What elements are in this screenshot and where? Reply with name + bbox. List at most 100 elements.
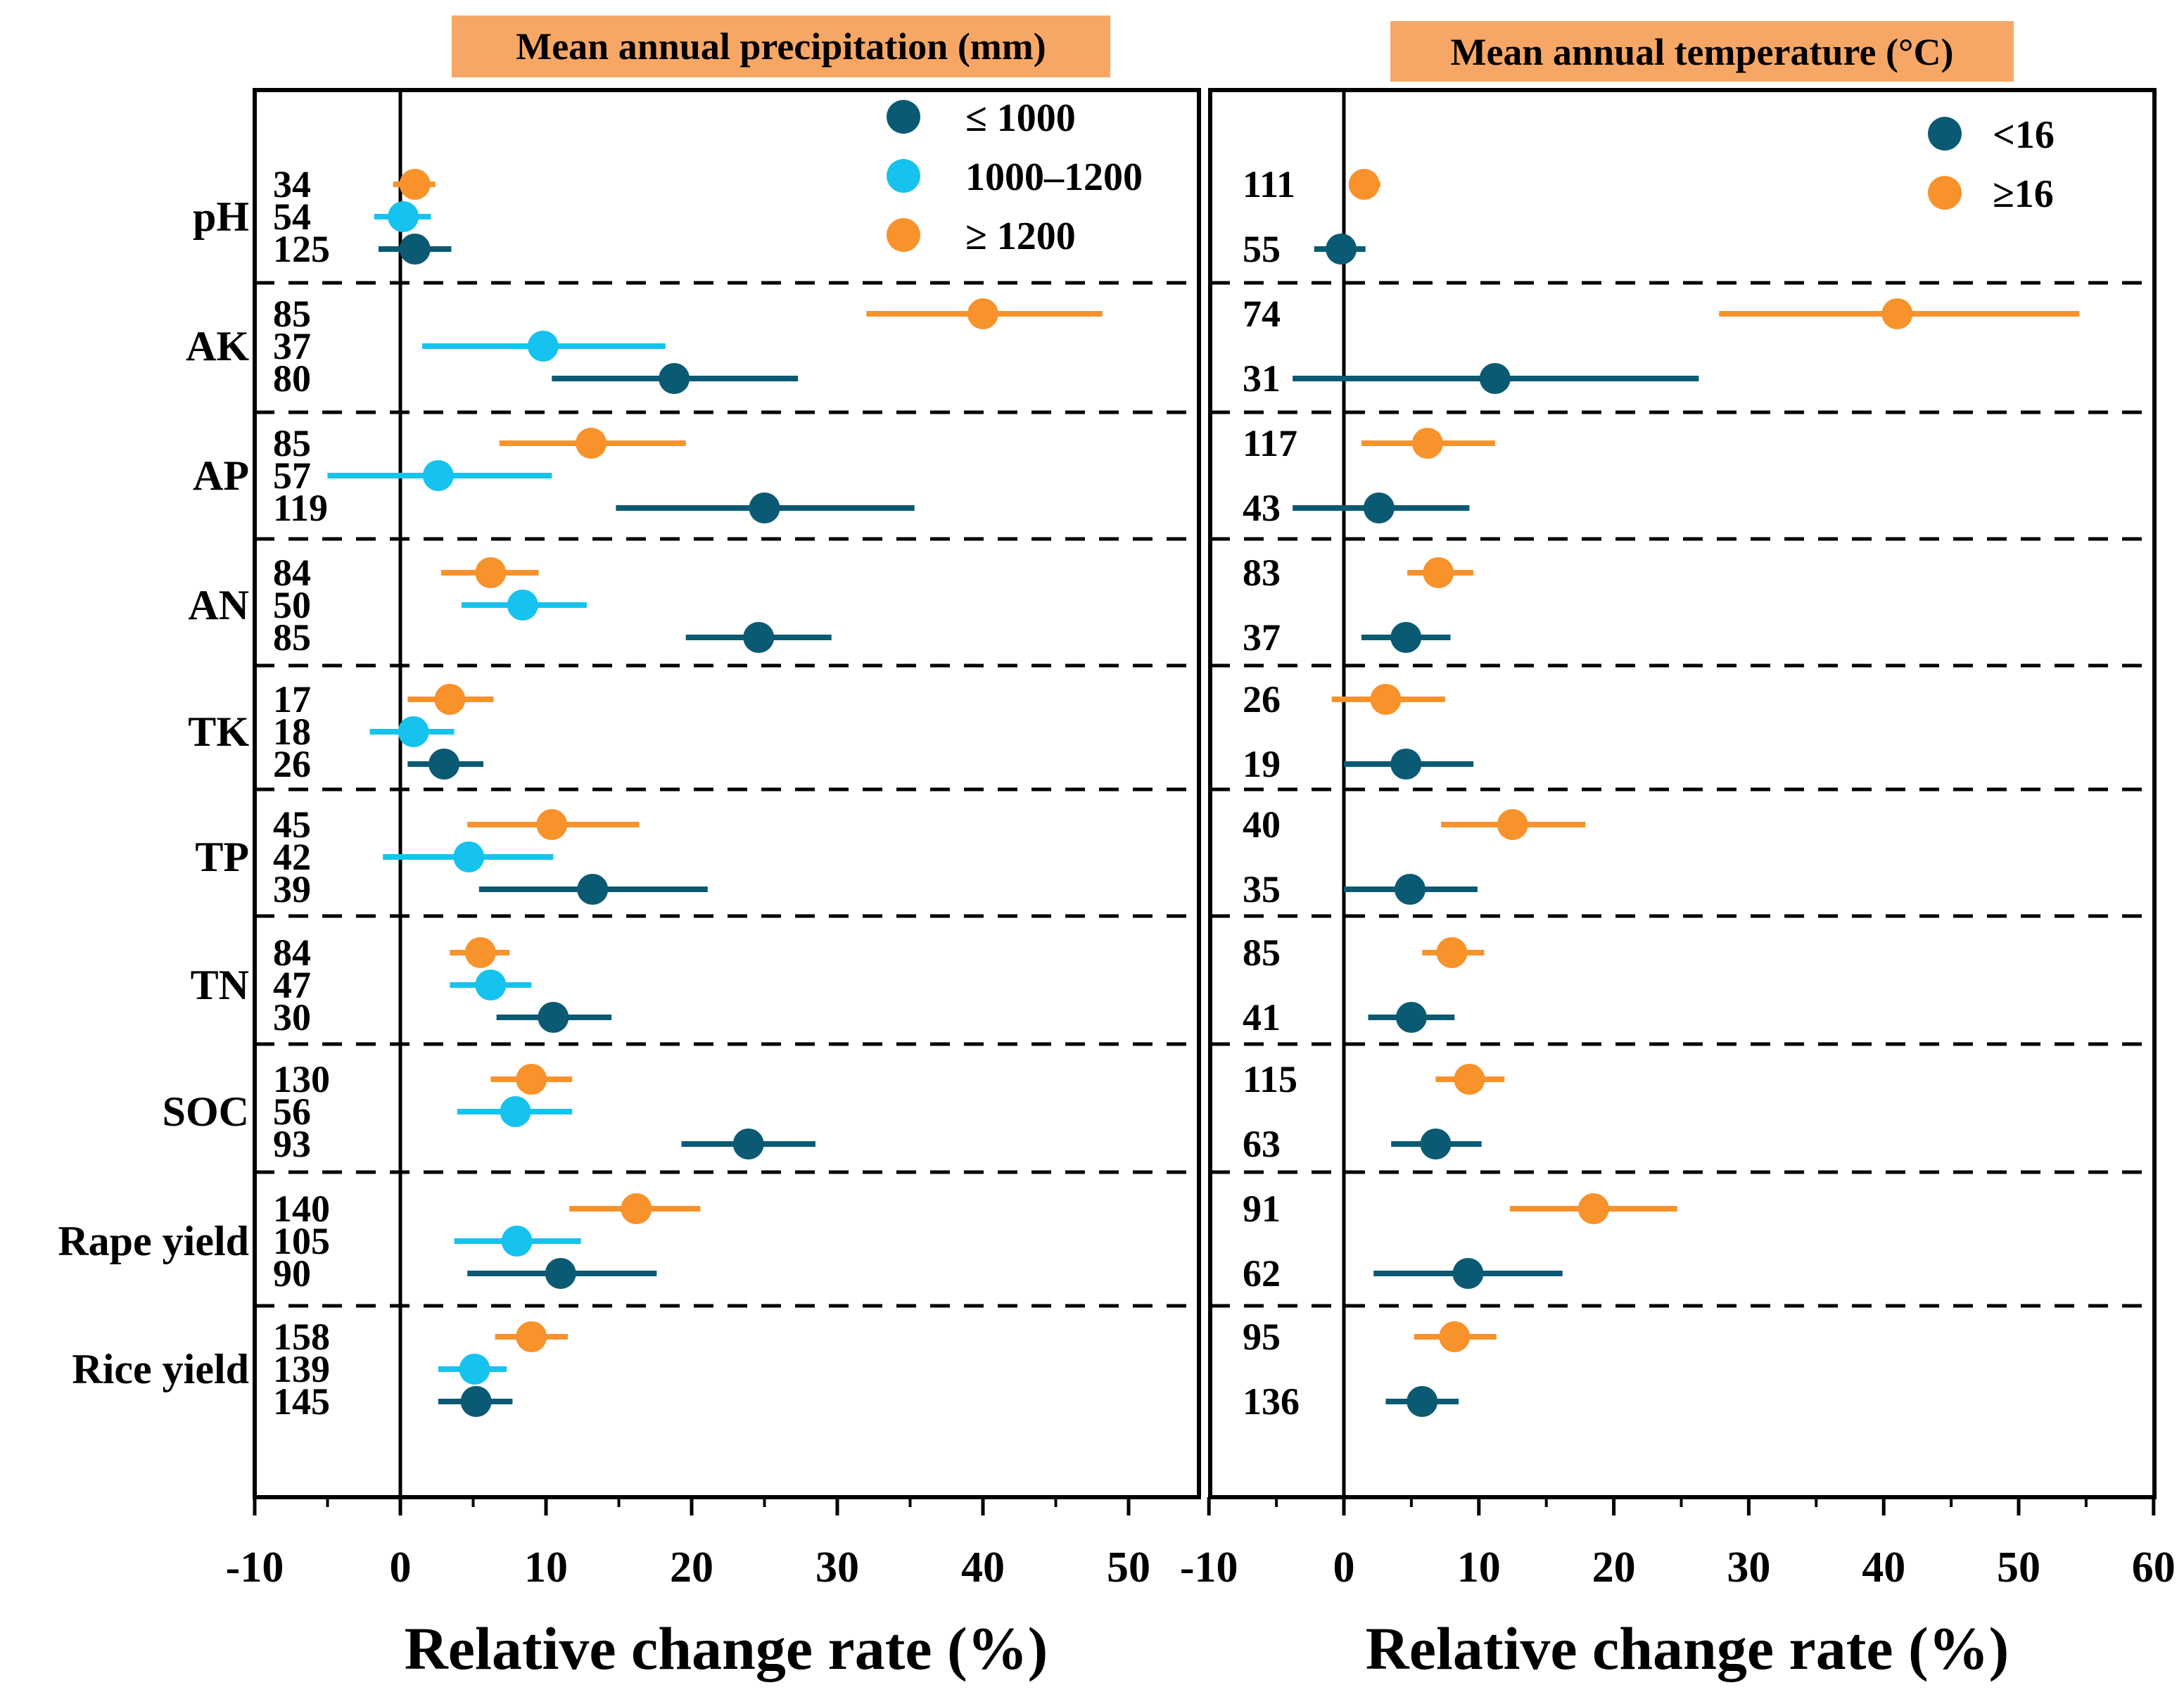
precipitation-ap-1200-sample-size: 85 <box>273 422 311 464</box>
temperature-ak-16-mean-point <box>1881 298 1913 329</box>
precipitation-legend-label: ≤ 1000 <box>965 96 1076 140</box>
precipitation-soc-1200-sample-size: 130 <box>273 1058 330 1100</box>
temperature-tn-16-sample-size: 85 <box>1243 932 1281 974</box>
precipitation-title-background <box>452 15 1110 77</box>
temperature-x-tick-label: 60 <box>2132 1544 2176 1591</box>
temperature-x-tick-label: 20 <box>1592 1544 1636 1591</box>
precipitation-tk-1000-1200-mean-point <box>398 716 429 747</box>
indicator-labels: pH AK AP AN TK TP TN SOC Rape yield Rice yield <box>58 193 249 1392</box>
indicator-label-an: AN <box>188 582 249 628</box>
precipitation-x-tick-label: -10 <box>226 1544 284 1591</box>
precipitation-ak-1000-1200-mean-point <box>527 331 559 362</box>
precipitation-tp-1000-1200-sample-size: 42 <box>273 836 311 878</box>
precipitation-rape-yield-1000-1200-sample-size: 105 <box>273 1220 330 1262</box>
precipitation-rape-yield-1000-1200-mean-point <box>501 1226 533 1257</box>
temperature-tp-16-mean-point <box>1497 809 1528 840</box>
precipitation-panel-title: Mean annual precipitation (mm) <box>516 25 1046 68</box>
temperature-x-axis-label: Relative change rate (%) <box>1366 1615 2010 1682</box>
precipitation-ph-1000-1200-sample-size: 54 <box>273 196 311 238</box>
precipitation-rice-yield-1000-mean-point <box>460 1386 492 1417</box>
temperature-tn-16-mean-point <box>1436 937 1468 968</box>
indicator-label-soc: SOC <box>163 1088 249 1135</box>
temperature-tk-16-mean-point <box>1390 749 1422 780</box>
precipitation-rice-yield-1200-sample-size: 158 <box>273 1316 330 1358</box>
temperature-x-tick-label: 10 <box>1457 1544 1501 1591</box>
precipitation-tk-1200-mean-point <box>434 684 466 715</box>
precipitation-legend-marker-1000-1200 <box>887 159 920 193</box>
temperature-ak-16-sample-size: 31 <box>1243 357 1281 400</box>
precipitation-ph-1200-mean-point <box>399 169 431 200</box>
temperature-x-tick-label: 0 <box>1333 1544 1355 1591</box>
indicator-label-rape-yield: Rape yield <box>58 1218 249 1264</box>
precipitation-ap-1000-1200-sample-size: 57 <box>273 455 311 497</box>
temperature-soc-16-sample-size: 115 <box>1243 1058 1297 1100</box>
temperature-an-16-mean-point <box>1423 557 1454 588</box>
precipitation-tp-1000-1200-mean-point <box>453 841 485 872</box>
temperature-legend-label: ≥16 <box>1993 172 2054 216</box>
temperature-title-background <box>1390 21 2014 82</box>
precipitation-an-1000-mean-point <box>743 622 775 653</box>
precipitation-rape-yield-1000-mean-point <box>545 1258 576 1289</box>
temperature-an-16-sample-size: 83 <box>1243 552 1281 594</box>
precipitation-tn-1000-mean-point <box>538 1002 569 1033</box>
precipitation-ak-1200-sample-size: 85 <box>273 293 311 335</box>
precipitation-tn-1000-sample-size: 30 <box>273 996 311 1038</box>
precipitation-soc-1000-1200-sample-size: 56 <box>273 1091 311 1133</box>
temperature-tp-16-mean-point <box>1394 874 1426 905</box>
temperature-x-tick-label: -10 <box>1180 1544 1238 1591</box>
temperature-soc-16-mean-point <box>1454 1064 1485 1095</box>
precipitation-ph-1000-mean-point <box>399 234 431 265</box>
temperature-an-16-sample-size: 37 <box>1243 616 1281 659</box>
precipitation-tk-1000-1200-sample-size: 18 <box>273 711 311 753</box>
precipitation-ak-1000-1200-sample-size: 37 <box>273 325 311 367</box>
precipitation-ap-1200-mean-point <box>576 428 607 459</box>
temperature-x-tick-label: 50 <box>1997 1544 2040 1591</box>
temperature-rice-yield-16-mean-point <box>1407 1386 1438 1417</box>
temperature-legend-marker-16 <box>1928 176 1962 210</box>
precipitation-legend-marker-1000 <box>887 100 920 134</box>
precipitation-rape-yield-1200-mean-point <box>621 1193 652 1224</box>
temperature-ph-16-sample-size: 111 <box>1243 163 1295 205</box>
precipitation-ak-1000-sample-size: 80 <box>273 357 311 400</box>
temperature-tk-16-sample-size: 26 <box>1243 678 1281 720</box>
precipitation-rice-yield-1000-sample-size: 145 <box>273 1380 330 1423</box>
temperature-rape-yield-16-mean-point <box>1577 1193 1609 1224</box>
indicator-label-tk: TK <box>188 708 249 755</box>
precipitation-tk-1200-sample-size: 17 <box>273 678 311 720</box>
precipitation-tp-1200-mean-point <box>536 809 568 840</box>
precipitation-panel: Mean annual precipitation (mm) -10 0 10 20 3… <box>226 15 1201 1682</box>
precipitation-x-axis-label: Relative change rate (%) <box>405 1615 1048 1682</box>
precipitation-soc-1200-mean-point <box>516 1064 547 1095</box>
temperature-ph-16-mean-point <box>1326 234 1357 265</box>
precipitation-x-tick-label: 10 <box>524 1544 568 1591</box>
temperature-ap-16-sample-size: 43 <box>1243 487 1281 529</box>
temperature-panel-title: Mean annual temperature (°C) <box>1451 31 1954 73</box>
indicator-label-ap: AP <box>193 452 249 499</box>
precipitation-rape-yield-1200-sample-size: 140 <box>273 1188 330 1230</box>
temperature-x-tick-label: 30 <box>1727 1544 1770 1591</box>
precipitation-rice-yield-1000-1200-sample-size: 139 <box>273 1348 330 1390</box>
temperature-x-tick-label: 40 <box>1862 1544 1905 1591</box>
precipitation-ap-1000-sample-size: 119 <box>273 487 328 529</box>
precipitation-an-1000-sample-size: 85 <box>273 616 311 659</box>
precipitation-tn-1200-mean-point <box>464 937 496 968</box>
indicator-label-ph: pH <box>193 193 249 240</box>
precipitation-ph-1000-sample-size: 125 <box>273 228 330 270</box>
temperature-soc-16-mean-point <box>1420 1129 1452 1159</box>
precipitation-soc-1000-1200-mean-point <box>500 1096 531 1127</box>
precipitation-ak-1000-mean-point <box>659 363 690 394</box>
temperature-rice-yield-16-sample-size: 136 <box>1243 1380 1300 1423</box>
temperature-tk-16-mean-point <box>1370 684 1402 715</box>
precipitation-tk-1000-mean-point <box>428 749 460 780</box>
temperature-ap-16-sample-size: 117 <box>1243 422 1297 464</box>
temperature-rice-yield-16-sample-size: 95 <box>1243 1316 1281 1358</box>
precipitation-legend-label: ≥ 1200 <box>965 215 1076 258</box>
precipitation-tp-1000-mean-point <box>577 874 609 905</box>
precipitation-tn-1000-1200-sample-size: 47 <box>273 964 311 1006</box>
precipitation-rice-yield-1000-1200-mean-point <box>459 1354 490 1385</box>
indicator-label-tn: TN <box>191 962 249 1008</box>
precipitation-rice-yield-1200-mean-point <box>516 1321 547 1352</box>
precipitation-an-1200-mean-point <box>475 557 507 588</box>
temperature-tp-16-sample-size: 35 <box>1243 868 1281 910</box>
